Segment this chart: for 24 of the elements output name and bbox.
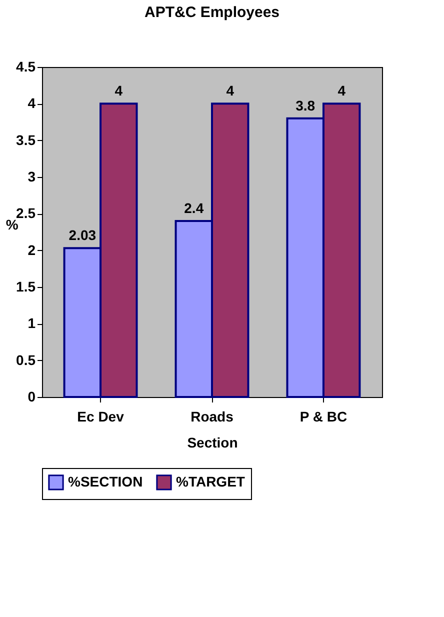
y-tick-label: 2 bbox=[28, 242, 36, 258]
legend-label: %SECTION bbox=[68, 473, 143, 490]
x-tick-label: P & BC bbox=[300, 408, 348, 424]
y-axis-title: % bbox=[6, 216, 19, 232]
data-label: 3.8 bbox=[296, 97, 316, 114]
y-tick-label: 2.5 bbox=[16, 205, 36, 222]
x-tick-label: Roads bbox=[190, 408, 234, 424]
x-tick-label: Ec Dev bbox=[77, 408, 124, 424]
data-label: 2.4 bbox=[184, 200, 204, 216]
chart-title: APT&C Employees bbox=[144, 4, 280, 21]
y-tick-label: 4 bbox=[28, 95, 36, 112]
y-tick-label: 4.5 bbox=[16, 58, 36, 74]
y-tick-label: 1.5 bbox=[16, 278, 36, 294]
y-tick-label: 0.5 bbox=[16, 352, 36, 368]
y-tick-label: 3 bbox=[28, 168, 36, 184]
data-label: 4 bbox=[226, 82, 234, 99]
x-axis-title: Section bbox=[187, 434, 238, 450]
data-label: 4 bbox=[338, 82, 346, 99]
data-label: 4 bbox=[114, 82, 123, 99]
y-tick-label: 3.5 bbox=[16, 132, 36, 148]
legend-label: %TARGET bbox=[176, 473, 246, 490]
y-tick-label: 0 bbox=[28, 388, 36, 404]
y-tick-label: 1 bbox=[28, 315, 36, 332]
data-label: 2.03 bbox=[68, 227, 96, 244]
